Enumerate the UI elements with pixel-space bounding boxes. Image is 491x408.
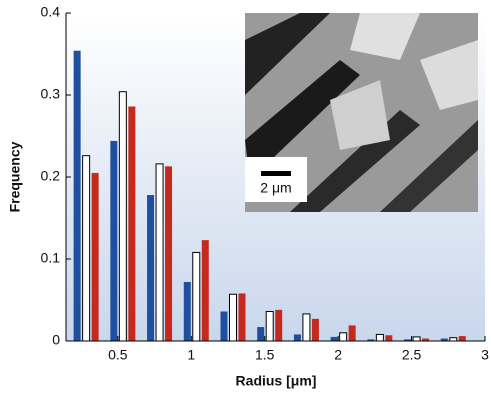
bar <box>339 332 348 342</box>
bar <box>375 333 384 342</box>
bar <box>385 335 393 341</box>
inset-scale-label: 2 μm <box>260 180 291 196</box>
bar <box>265 310 274 342</box>
y-axis-label: Frequency <box>7 141 23 212</box>
bar <box>293 334 301 341</box>
x-tick-label: 2.5 <box>402 347 422 363</box>
bar <box>367 339 375 341</box>
bar <box>128 106 136 341</box>
x-tick-label: 2 <box>334 347 342 363</box>
x-axis-label: Radius [μm] <box>236 373 317 389</box>
x-tick-label: 1.5 <box>255 347 275 363</box>
bar <box>201 240 209 341</box>
bar <box>404 339 412 341</box>
x-tick-label: 3 <box>481 347 489 363</box>
bar <box>183 281 191 341</box>
y-tick-label: 0.1 <box>41 250 61 266</box>
bar <box>238 293 246 341</box>
bar <box>82 155 91 342</box>
y-tick-label: 0.3 <box>41 86 61 102</box>
bar <box>422 338 430 341</box>
bar <box>275 309 283 341</box>
x-tick-label: 0.5 <box>108 347 128 363</box>
bar <box>165 166 173 341</box>
bar <box>147 195 155 341</box>
bar <box>458 336 466 341</box>
y-tick-label: 0.2 <box>41 168 61 184</box>
bar <box>302 313 311 342</box>
y-tick-label: 0 <box>52 332 60 348</box>
bar <box>257 327 265 341</box>
bar <box>330 336 338 341</box>
bar <box>91 172 99 341</box>
bar <box>228 293 237 342</box>
bar <box>118 91 127 342</box>
bar <box>440 338 448 341</box>
bar <box>412 336 421 342</box>
bar <box>192 251 201 342</box>
bar <box>220 311 228 341</box>
y-tick-label: 0.4 <box>41 4 61 20</box>
bar <box>110 140 118 341</box>
bar <box>348 325 356 341</box>
bar <box>155 163 164 342</box>
bar <box>73 50 81 341</box>
inset-micrograph: 2 μm <box>245 13 478 212</box>
x-tick-label: 1 <box>187 347 195 363</box>
bar <box>311 318 319 341</box>
